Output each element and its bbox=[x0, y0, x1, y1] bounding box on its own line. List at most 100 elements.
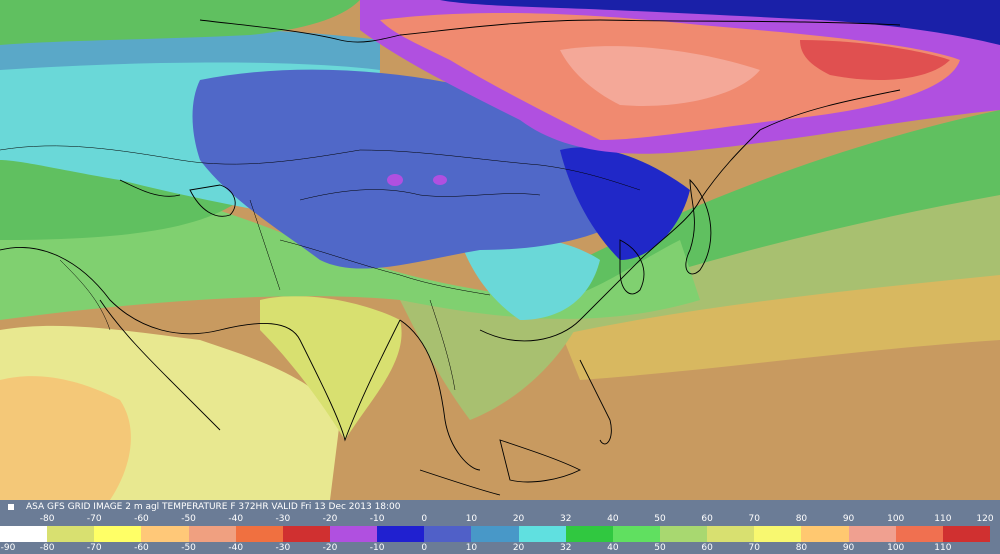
africa-warm-region bbox=[0, 376, 131, 500]
arctic-coast-east bbox=[399, 19, 901, 36]
arctic-green-band bbox=[0, 0, 360, 45]
legend-tick-bottom: -90 bbox=[0, 543, 16, 553]
legend-tick-top: 120 bbox=[976, 514, 994, 524]
legend-swatch: #2020d0 bbox=[377, 526, 425, 542]
afghan-border bbox=[249, 199, 281, 291]
legend-tick-bottom: 20 bbox=[512, 543, 525, 553]
legend-tick-top: -60 bbox=[134, 514, 149, 524]
sea-band-green bbox=[580, 110, 1000, 300]
legend-tick-top: -70 bbox=[86, 514, 102, 524]
legend-swatch: #30c840 bbox=[565, 526, 614, 542]
legend-tick-bottom: -70 bbox=[86, 543, 102, 553]
legend-swatch: #d03030 bbox=[282, 526, 331, 542]
legend-swatch: #d8e070 bbox=[47, 526, 95, 542]
mongolia-border bbox=[299, 189, 541, 201]
legend-swatch: #5060c8 bbox=[424, 526, 472, 542]
mongolia-cold-spot bbox=[433, 175, 447, 185]
legend-tick-top: -40 bbox=[228, 514, 244, 524]
south-asia-coast bbox=[0, 247, 401, 442]
black-sea-coast bbox=[119, 179, 181, 197]
himalaya-border bbox=[279, 239, 491, 296]
legend-tick-bottom: 0 bbox=[421, 543, 428, 553]
east-asia-coast bbox=[479, 89, 901, 342]
legend-tick-bottom: -20 bbox=[322, 543, 338, 553]
legend-tick-bottom: 32 bbox=[559, 543, 572, 553]
legend-swatch: #a8d870 bbox=[660, 526, 708, 542]
legend-tick-top: -80 bbox=[39, 514, 55, 524]
china-cyan bbox=[460, 236, 600, 320]
legend-swatch: #f8f870 bbox=[754, 526, 802, 542]
legend-tick-bottom: 80 bbox=[795, 543, 808, 553]
legend-swatch: #f0a080 bbox=[188, 526, 237, 542]
legend-tick-top: 90 bbox=[842, 514, 855, 524]
legend-tick-top: 70 bbox=[748, 514, 761, 524]
southeast-asia-region bbox=[400, 296, 580, 420]
korea-coast bbox=[619, 239, 645, 295]
legend-tick-bottom: 50 bbox=[654, 543, 666, 553]
yakutia-red bbox=[800, 40, 950, 80]
philippines-coast bbox=[579, 359, 612, 445]
map-title: ASA GFS GRID IMAGE 2 m agl TEMPERATURE F… bbox=[26, 502, 401, 512]
legend-tick-bottom: 60 bbox=[701, 543, 713, 553]
arctic-ocean-navy bbox=[440, 0, 1000, 45]
legend-swatch: #d8e070 bbox=[707, 526, 755, 542]
caption-square-icon bbox=[8, 504, 14, 510]
legend-tick-top: 110 bbox=[934, 514, 952, 524]
legend-swatch: #f0a090 bbox=[848, 526, 897, 542]
india-region bbox=[260, 296, 402, 440]
legend-tick-bottom: 100 bbox=[887, 543, 905, 553]
legend-swatch: #ffc870 bbox=[801, 526, 850, 542]
legend-tick-top: 20 bbox=[512, 514, 525, 524]
legend-swatch: #f07040 bbox=[235, 526, 284, 542]
legend-tick-bottom: -60 bbox=[134, 543, 149, 553]
mountain-cold-spot bbox=[387, 174, 403, 186]
legend-tick-bottom: 40 bbox=[607, 543, 619, 553]
borneo-coast bbox=[499, 439, 582, 483]
indochina-coast bbox=[399, 319, 481, 471]
legend-tick-top: 32 bbox=[559, 514, 572, 524]
legend-tick-top: 50 bbox=[654, 514, 666, 524]
legend-tick-top: -10 bbox=[369, 514, 385, 524]
sea-band-yellow bbox=[560, 270, 1000, 380]
iraq-border bbox=[59, 259, 111, 331]
legend-swatch: #d03030 bbox=[942, 526, 991, 542]
sumatra-coast bbox=[419, 469, 501, 496]
legend-tick-top: 100 bbox=[887, 514, 905, 524]
legend-tick-bottom: 70 bbox=[748, 543, 761, 553]
legend-swatch: #ffc878 bbox=[141, 526, 190, 542]
border-layer bbox=[0, 145, 641, 391]
map-canvas bbox=[0, 0, 1000, 500]
legend-tick-bottom: -50 bbox=[181, 543, 196, 553]
caspian-coast bbox=[189, 184, 236, 217]
legend-tick-bottom: -30 bbox=[275, 543, 291, 553]
legend-tick-top: -20 bbox=[322, 514, 338, 524]
legend-tick-bottom: 90 bbox=[842, 543, 855, 553]
legend-tick-bottom: -80 bbox=[39, 543, 55, 553]
japan-coast bbox=[685, 178, 712, 275]
caspian-green bbox=[0, 157, 240, 240]
legend-tick-bottom: -40 bbox=[228, 543, 244, 553]
coastline-layer bbox=[0, 19, 901, 496]
legend-swatch: #ffff66 bbox=[94, 526, 142, 542]
legend-tick-top: 80 bbox=[795, 514, 808, 524]
legend-swatch: #b050e0 bbox=[330, 526, 378, 542]
siberia-coldest-core bbox=[560, 46, 760, 106]
red-sea-coast bbox=[99, 299, 221, 431]
legend-swatch: #60e060 bbox=[612, 526, 661, 542]
temperature-map bbox=[0, 0, 1000, 500]
indochina-border bbox=[429, 299, 456, 391]
legend-tick-top: 0 bbox=[421, 514, 428, 524]
legend-tick-top: -50 bbox=[181, 514, 196, 524]
legend-swatch: #ffffff bbox=[0, 526, 48, 542]
color-legend: -80 -70 -60 -50 -40 -30 -20 -10 0 10 20 32 40 50 60 70 8… bbox=[0, 514, 1000, 554]
legend-tick-top: 40 bbox=[607, 514, 619, 524]
legend-swatch: #f07050 bbox=[895, 526, 944, 542]
legend-tick-top: -30 bbox=[275, 514, 291, 524]
legend-tick-bottom: 10 bbox=[465, 543, 478, 553]
legend-swatch: #60e0e0 bbox=[518, 526, 567, 542]
arctic-coast-west bbox=[199, 19, 401, 43]
legend-tick-top: 60 bbox=[701, 514, 713, 524]
legend-tick-top: 10 bbox=[465, 514, 478, 524]
legend-swatch: #4898c8 bbox=[471, 526, 520, 542]
caption-bar: ASA GFS GRID IMAGE 2 m agl TEMPERATURE F… bbox=[0, 500, 1000, 514]
